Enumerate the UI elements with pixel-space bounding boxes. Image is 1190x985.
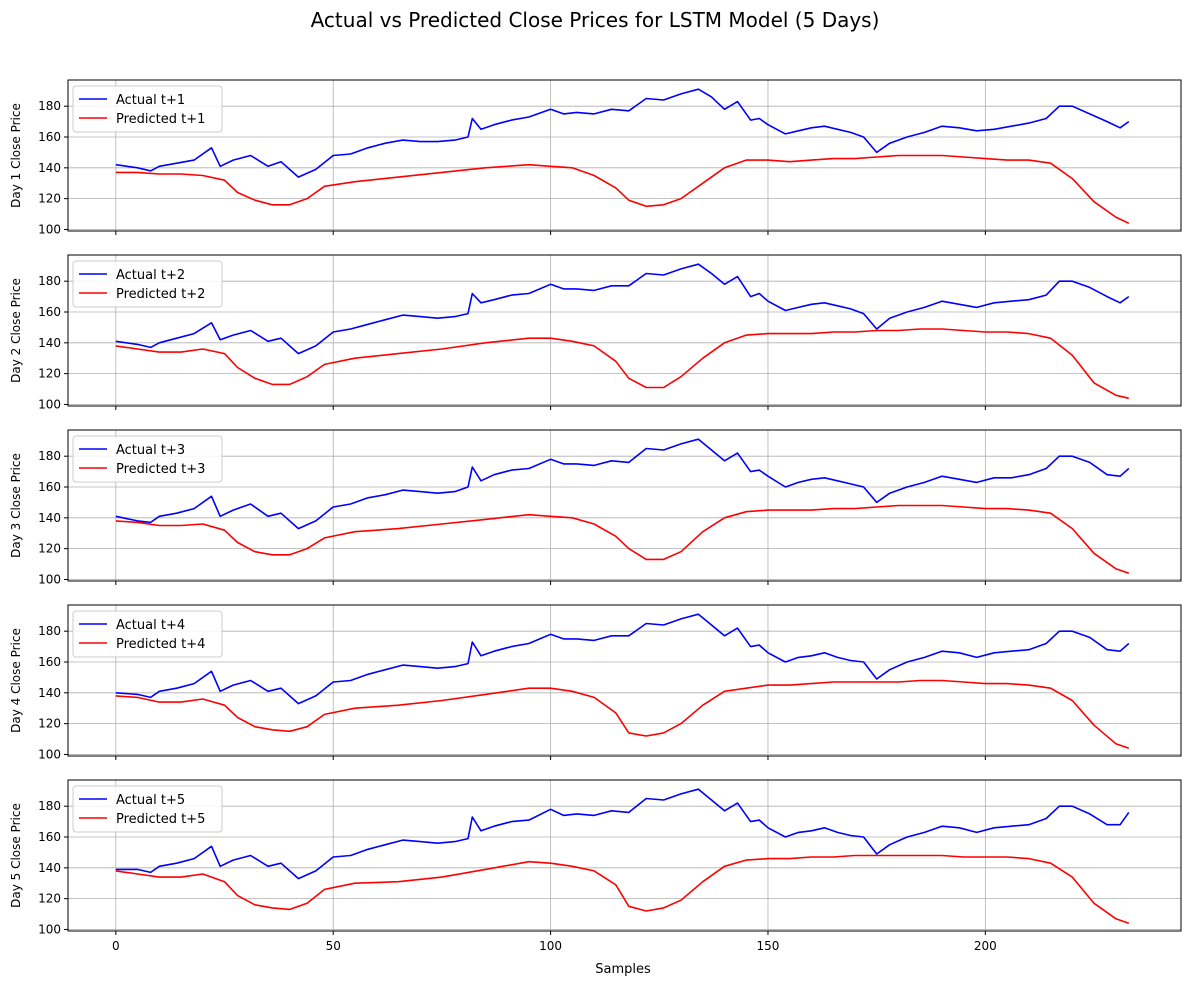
legend: Actual t+4 Predicted t+4 <box>72 610 223 658</box>
legend-label: Predicted t+5 <box>116 812 205 827</box>
y-tick-label: 180 <box>38 799 61 813</box>
y-axis-label: Day 2 Close Price <box>9 278 23 383</box>
series-line-predicted-t-5 <box>115 854 1130 925</box>
y-tick-label: 180 <box>38 624 61 638</box>
legend-label: Predicted t+2 <box>116 287 205 302</box>
series-line-actual-t-3 <box>115 438 1130 530</box>
x-tick-label: 50 <box>326 939 341 953</box>
x-tick-label: 100 <box>539 939 562 953</box>
subplot-day-2: 100 120 140 160 180 Day 2 Close Price Actual t… <box>9 254 1182 411</box>
subplot-day-3: 100 120 140 160 180 Day 3 Close Price Actual t… <box>9 429 1182 586</box>
series-line-predicted-t-3 <box>115 504 1130 575</box>
legend-label: Actual t+5 <box>116 793 185 808</box>
axes-frame <box>67 254 1182 407</box>
legend-label: Predicted t+4 <box>116 637 205 652</box>
legend: Actual t+1 Predicted t+1 <box>72 85 223 133</box>
legend-box <box>72 785 223 833</box>
legend-box <box>72 435 223 483</box>
y-tick-label: 120 <box>38 367 61 381</box>
y-tick-label: 160 <box>38 655 61 669</box>
legend: Actual t+3 Predicted t+3 <box>72 435 223 483</box>
x-tick-label: 0 <box>112 939 120 953</box>
legend-label: Actual t+3 <box>116 443 185 458</box>
subplot-day-1: 100 120 140 160 180 Day 1 Close Price Actual t… <box>9 79 1182 236</box>
legend-box <box>72 260 223 308</box>
y-tick-label: 180 <box>38 449 61 463</box>
legend-label: Predicted t+1 <box>116 112 205 127</box>
y-tick-label: 180 <box>38 274 61 288</box>
legend-label: Actual t+4 <box>116 618 185 633</box>
y-tick-label: 100 <box>38 747 61 761</box>
legend-label: Actual t+1 <box>116 93 185 108</box>
legend-label: Predicted t+3 <box>116 462 205 477</box>
series-line-actual-t-1 <box>115 88 1130 178</box>
subplot-day-4: 100 120 140 160 180 Day 4 Close Price Actual t… <box>9 604 1182 761</box>
axes-frame <box>67 604 1182 757</box>
y-tick-label: 120 <box>38 892 61 906</box>
legend: Actual t+2 Predicted t+2 <box>72 260 223 308</box>
y-tick-label: 160 <box>38 130 61 144</box>
y-axis-label: Day 5 Close Price <box>9 803 23 908</box>
axes-frame <box>67 429 1182 582</box>
x-axis-label: Samples <box>595 962 651 977</box>
y-tick-label: 100 <box>38 222 61 236</box>
legend-box <box>72 85 223 133</box>
figure-title: Actual vs Predicted Close Prices for LST… <box>311 8 880 32</box>
subplot-day-5: 100 120 140 160 180 0 50 100 150 200 Day 5 Close P… <box>9 779 1182 953</box>
y-tick-label: 140 <box>38 511 61 525</box>
series-line-predicted-t-4 <box>115 679 1130 750</box>
y-tick-label: 100 <box>38 922 61 936</box>
x-tick-label: 200 <box>974 939 997 953</box>
y-axis-label: Day 1 Close Price <box>9 103 23 208</box>
series-line-predicted-t-1 <box>115 154 1130 225</box>
series-line-actual-t-4 <box>115 613 1130 705</box>
y-tick-label: 120 <box>38 717 61 731</box>
y-tick-label: 140 <box>38 336 61 350</box>
series-line-predicted-t-2 <box>115 328 1129 400</box>
y-tick-label: 180 <box>38 99 61 113</box>
y-tick-label: 160 <box>38 305 61 319</box>
legend-box <box>72 610 223 658</box>
y-tick-label: 100 <box>38 572 61 586</box>
y-tick-label: 120 <box>38 192 61 206</box>
y-axis-label: Day 3 Close Price <box>9 453 23 558</box>
y-tick-label: 140 <box>38 161 61 175</box>
y-axis-label: Day 4 Close Price <box>9 628 23 733</box>
y-tick-label: 160 <box>38 480 61 494</box>
x-tick-label: 150 <box>757 939 780 953</box>
y-tick-label: 100 <box>38 397 61 411</box>
y-tick-label: 140 <box>38 686 61 700</box>
series-line-actual-t-2 <box>115 263 1130 355</box>
legend: Actual t+5 Predicted t+5 <box>72 785 223 833</box>
series-line-actual-t-5 <box>115 788 1130 880</box>
y-tick-label: 120 <box>38 542 61 556</box>
axes-frame <box>67 79 1182 232</box>
y-tick-label: 140 <box>38 861 61 875</box>
axes-frame <box>67 779 1182 932</box>
legend-label: Actual t+2 <box>116 268 185 283</box>
y-tick-label: 160 <box>38 830 61 844</box>
